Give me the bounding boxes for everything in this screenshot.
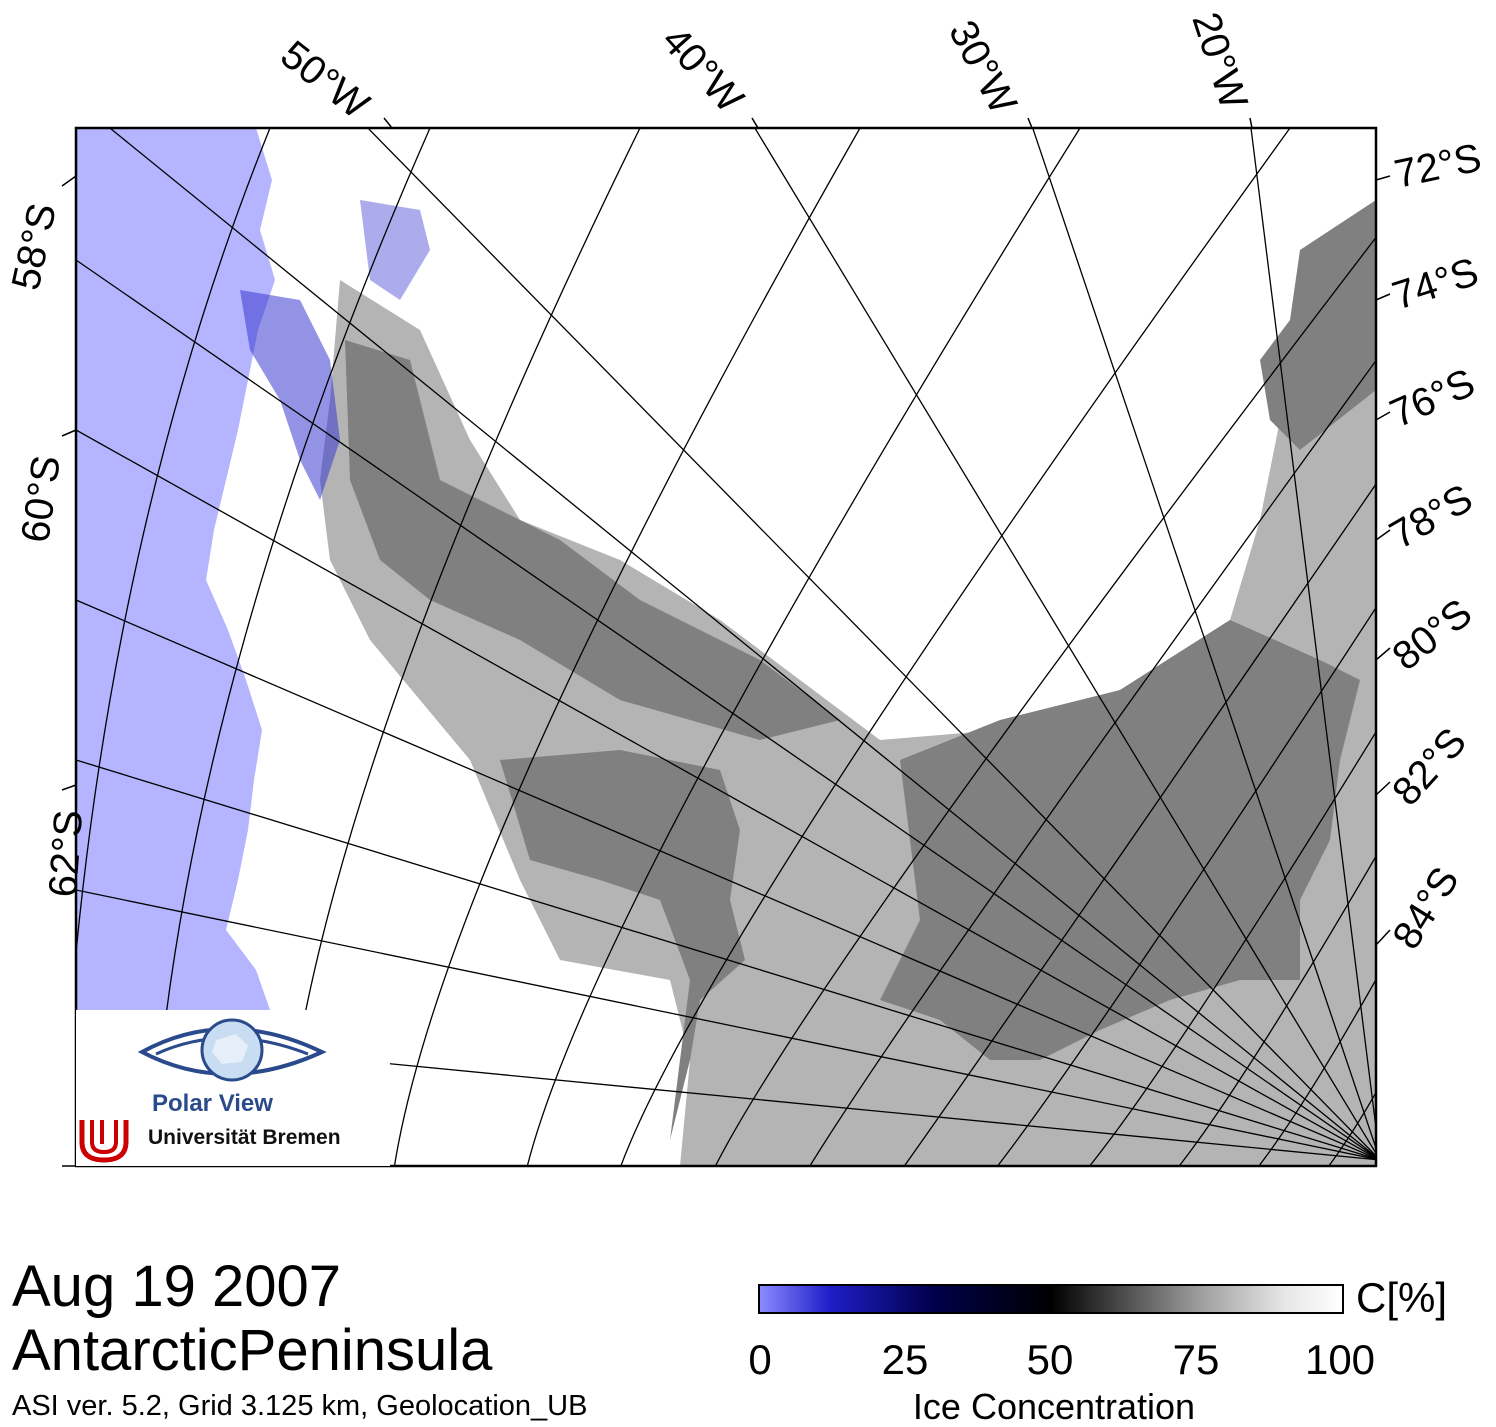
lat-label-58s: 58°S xyxy=(4,199,65,293)
lon-label-30w: 30°W xyxy=(940,14,1025,122)
colorbar-tick-100: 100 xyxy=(1304,1336,1376,1383)
ice-shelf-area xyxy=(880,620,1360,1060)
colorbar-tick-25: 25 xyxy=(881,1336,929,1383)
ice-shelf-area xyxy=(345,340,840,740)
map-frame xyxy=(74,126,1378,1168)
open-ocean-area xyxy=(76,128,275,1010)
map-region: AntarcticPeninsula xyxy=(12,1318,493,1383)
colorbar xyxy=(758,1284,1344,1314)
ice-shelf-area xyxy=(500,750,745,1140)
lat-label-62s: 62°S xyxy=(41,809,91,899)
low-concentration-patch xyxy=(360,200,430,300)
lat-label-74s: 74°S xyxy=(1387,250,1484,319)
polar-view-logo: Polar View Universität Bremen xyxy=(76,1010,390,1166)
colorbar-tick-0: 0 xyxy=(748,1336,772,1383)
lon-label-20w: 20°W xyxy=(1183,7,1255,114)
lat-label-76s: 76°S xyxy=(1384,361,1482,437)
meridian-lines xyxy=(76,128,1376,1161)
frame-ticks xyxy=(61,117,1391,1167)
lon-label-50w: 50°W xyxy=(272,32,377,127)
map-date: Aug 19 2007 xyxy=(12,1254,341,1319)
colorbar-title: Ice Concentration xyxy=(912,1386,1196,1427)
ice-shelf-area xyxy=(1260,200,1376,450)
lat-label-72s: 72°S xyxy=(1391,136,1485,197)
colorbar-tick-75: 75 xyxy=(1172,1336,1220,1383)
map-info: ASI ver. 5.2, Grid 3.125 km, Geolocation… xyxy=(12,1390,588,1422)
lat-label-84s: 84°S xyxy=(1384,860,1468,957)
low-concentration-patch xyxy=(240,290,340,500)
colorbar-unit: C[%] xyxy=(1356,1274,1448,1321)
uni-bremen-icon xyxy=(79,1120,129,1163)
eye-icon xyxy=(137,1018,327,1082)
lat-label-60s: 60°S xyxy=(13,453,69,545)
lat-label-80s: 80°S xyxy=(1384,591,1480,679)
lon-label-40w: 40°W xyxy=(653,19,752,122)
lat-label-78s: 78°S xyxy=(1383,476,1480,558)
logo-institution: Universität Bremen xyxy=(148,1126,341,1149)
logo-name: Polar View xyxy=(152,1090,273,1117)
colorbar-tick-50: 50 xyxy=(1026,1336,1074,1383)
lat-label-82s: 82°S xyxy=(1384,720,1475,814)
